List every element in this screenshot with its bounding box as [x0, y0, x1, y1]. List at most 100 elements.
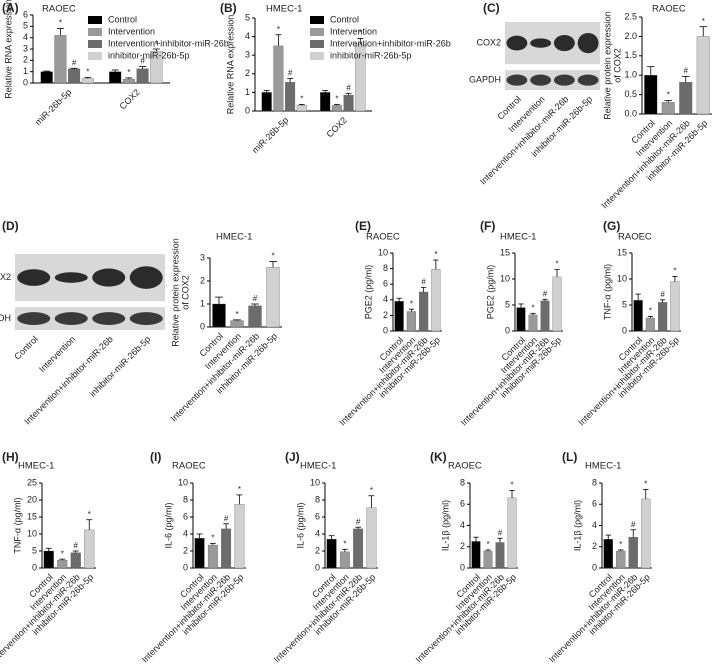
- blot-band: [577, 74, 599, 86]
- band-label: GAPDH: [0, 313, 11, 323]
- legend-label: Control: [108, 14, 137, 24]
- bar: [84, 529, 95, 569]
- y-tick-label: 2: [23, 55, 28, 65]
- bar: [645, 317, 655, 332]
- bar: [670, 281, 680, 332]
- x-tick-label: COX2: [324, 115, 348, 139]
- y-axis-label: of COX2: [612, 48, 622, 83]
- bar: [68, 68, 81, 84]
- bar: [661, 102, 675, 115]
- panel-label: (L): [562, 450, 577, 464]
- band-label: COX2: [476, 37, 501, 47]
- y-tick-label: 4: [183, 528, 188, 538]
- lane-label: Intervention: [37, 334, 77, 374]
- bar: [261, 92, 272, 112]
- significance-mark: *: [359, 29, 362, 38]
- y-tick-label: 6: [460, 499, 465, 509]
- y-tick-label: 0: [460, 562, 465, 572]
- legend-swatch: [88, 28, 102, 36]
- bar: [81, 78, 94, 84]
- y-tick-label: 5: [622, 299, 627, 309]
- y-axis-label: IL-6 (pg/ml): [163, 502, 173, 548]
- y-tick-label: 0: [592, 562, 597, 572]
- significance-mark: *: [531, 303, 534, 312]
- y-tick-label: 0: [383, 325, 388, 335]
- y-tick-label: 0.0: [624, 108, 637, 118]
- y-tick-label: 8: [592, 477, 597, 487]
- y-tick-label: 4: [23, 32, 28, 42]
- panel-title: RAOEC: [42, 4, 76, 15]
- y-tick-label: 6: [592, 499, 597, 509]
- bar: [212, 303, 226, 328]
- significance-mark: *: [667, 91, 670, 100]
- significance-mark: *: [644, 479, 647, 488]
- y-axis-label: PGE2 (pg/ml): [363, 265, 373, 320]
- legend-label: inhibitor-miR-26b-5p: [108, 50, 190, 60]
- bar: [207, 544, 218, 569]
- y-tick-label: 2: [183, 545, 188, 555]
- bar: [507, 497, 517, 569]
- y-tick-label: 0: [245, 105, 250, 115]
- legend-swatch: [310, 40, 324, 48]
- y-tick-label: 0: [183, 562, 188, 572]
- panel-label: (J): [285, 450, 300, 464]
- y-tick-label: 2: [200, 275, 205, 285]
- panel-title: RAOEC: [652, 4, 686, 15]
- y-tick-label: 2.5: [624, 11, 637, 21]
- y-axis-label: Relative protein expression: [602, 11, 612, 120]
- bar: [628, 537, 638, 569]
- bar: [331, 105, 342, 112]
- y-tick-label: 5: [245, 12, 250, 22]
- bar: [540, 300, 550, 332]
- y-tick-label: 4: [245, 31, 250, 41]
- significance-mark: *: [555, 260, 558, 269]
- significance-mark: #: [74, 541, 79, 550]
- significance-mark: #: [140, 57, 145, 66]
- significance-mark: *: [235, 310, 238, 319]
- y-axis-label: Relative RNA expression: [3, 0, 13, 99]
- y-tick-label: 2: [383, 310, 388, 320]
- panel-label: (I): [150, 450, 161, 464]
- legend-label: Intervention+inhibitor-miR-26b: [108, 38, 229, 48]
- significance-mark: *: [88, 510, 91, 519]
- y-axis-label: PGE2 (pg/ml): [485, 265, 495, 320]
- significance-mark: #: [498, 528, 503, 537]
- band-label: COX2: [0, 272, 11, 282]
- y-tick-label: 1: [245, 87, 250, 97]
- y-tick-label: 10: [617, 273, 627, 283]
- bar: [43, 550, 54, 569]
- significance-mark: #: [288, 69, 293, 78]
- legend-label: Intervention: [108, 26, 155, 36]
- lane-label: Control: [12, 334, 40, 362]
- y-tick-label: 8: [460, 477, 465, 487]
- blot-band: [506, 35, 528, 51]
- bar: [394, 301, 404, 332]
- bar: [419, 291, 429, 332]
- significance-mark: *: [211, 533, 214, 542]
- y-axis-label: IL-1β (pg/ml): [440, 500, 450, 551]
- blot-band: [129, 312, 163, 325]
- bar: [326, 538, 337, 569]
- x-tick-label: miR-26b-5p: [33, 87, 73, 127]
- bar: [320, 92, 331, 112]
- significance-mark: #: [631, 520, 636, 529]
- significance-mark: #: [346, 83, 351, 92]
- y-tick-label: 15: [500, 247, 510, 257]
- y-tick-label: 10: [500, 273, 510, 283]
- bar: [483, 550, 493, 569]
- significance-mark: *: [59, 19, 62, 28]
- significance-mark: *: [510, 481, 513, 490]
- y-tick-label: 4: [315, 528, 320, 538]
- y-axis-label: IL-6 (pg/ml): [295, 502, 305, 548]
- bar: [495, 542, 505, 569]
- y-tick-label: 6: [183, 511, 188, 521]
- legend-swatch: [88, 16, 102, 24]
- y-tick-label: 6: [315, 511, 320, 521]
- y-tick-label: 1.0: [624, 70, 637, 80]
- y-tick-label: 1: [23, 66, 28, 76]
- blot-band: [17, 312, 51, 325]
- y-tick-label: 3: [23, 43, 28, 53]
- legend-label: inhibitor-miR-26b-5p: [330, 50, 412, 60]
